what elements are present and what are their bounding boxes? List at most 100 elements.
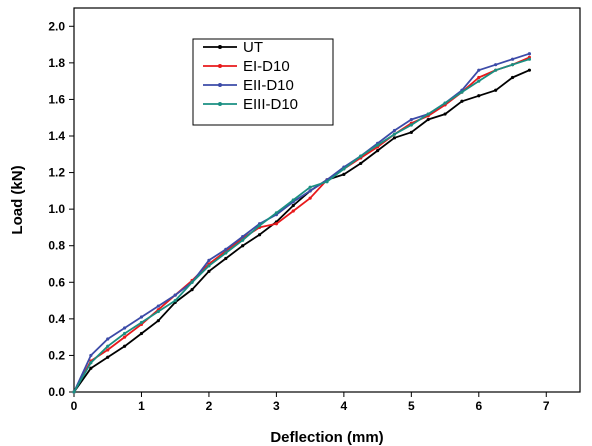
series-point	[308, 189, 312, 193]
series-point	[123, 335, 127, 339]
legend-marker	[218, 83, 222, 87]
legend-item: EII-D10	[203, 77, 294, 94]
x-tick-label: 6	[475, 399, 482, 413]
series-point	[106, 344, 110, 348]
series-point	[527, 57, 532, 61]
series-point	[106, 355, 110, 359]
series-point	[376, 149, 380, 153]
x-tick-label: 7	[543, 399, 550, 413]
series-point	[359, 161, 363, 166]
series-point	[139, 320, 144, 325]
series-point	[477, 94, 481, 98]
series-point	[510, 75, 515, 80]
series-point	[241, 238, 245, 242]
series-point	[376, 143, 380, 147]
series-point	[291, 203, 295, 208]
series-point	[156, 309, 160, 314]
y-tick-label: 1.6	[48, 92, 65, 106]
series-point	[123, 331, 127, 336]
y-tick-label: 1.2	[48, 166, 65, 180]
x-tick-label: 0	[71, 399, 78, 413]
series-point	[241, 234, 245, 239]
y-tick-label: 0.4	[48, 312, 65, 326]
series-point	[527, 68, 532, 72]
series-point	[392, 136, 397, 140]
series-point	[106, 348, 110, 352]
legend: UT EI-D10 EII-D10 EIII-D10	[192, 38, 334, 126]
series-point	[89, 361, 93, 365]
legend-marker	[218, 102, 222, 106]
series-line	[73, 69, 530, 393]
series-point	[392, 132, 397, 136]
legend-label: UT	[243, 39, 263, 56]
series-point	[106, 337, 110, 341]
series-point	[190, 288, 194, 292]
plot-frame	[73, 7, 581, 393]
series-point	[359, 154, 363, 158]
y-axis-ticks: 0.0 0.2 0.4 0.6 0.8 1.0 1.2 1.4 1.6 1.8 2.0	[48, 19, 74, 399]
series-point	[241, 244, 245, 248]
series-point	[510, 57, 515, 61]
series-point	[139, 331, 144, 336]
series-point	[308, 196, 312, 200]
series-point	[409, 130, 413, 134]
y-tick-label: 0.6	[48, 275, 65, 289]
series-point	[443, 101, 447, 105]
legend-label: EI-D10	[243, 58, 290, 75]
y-tick-label: 1.8	[48, 56, 65, 70]
legend-item: EIII-D10	[203, 96, 298, 113]
legend-items: UT EI-D10 EII-D10 EIII-D10	[203, 39, 298, 113]
series-point	[291, 209, 295, 213]
series-point	[409, 117, 413, 122]
x-axis-ticks: 0 1 2 3 4 5 6 7	[71, 392, 550, 413]
series-point	[190, 280, 194, 284]
series-point	[257, 224, 262, 228]
y-tick-label: 1.0	[48, 202, 65, 216]
series-point	[460, 90, 464, 94]
series-point	[510, 63, 515, 67]
series-layer	[72, 52, 532, 394]
legend-label: EII-D10	[243, 77, 294, 94]
series-point	[460, 99, 464, 103]
y-tick-label: 0.8	[48, 239, 65, 253]
x-tick-label: 3	[273, 399, 280, 413]
x-tick-label: 2	[206, 399, 213, 413]
x-tick-label: 5	[408, 399, 415, 413]
series-point	[426, 117, 430, 122]
y-tick-label: 0.0	[48, 385, 65, 399]
legend-label: EIII-D10	[243, 96, 298, 113]
series-point	[477, 68, 481, 72]
series-point	[477, 75, 481, 80]
series-point	[89, 366, 93, 370]
legend-item: EI-D10	[203, 58, 290, 75]
series-point	[257, 233, 262, 237]
series-point	[527, 52, 532, 56]
series-point	[173, 298, 177, 303]
series-point	[173, 293, 177, 297]
series-point	[224, 251, 228, 255]
series-point	[224, 256, 228, 261]
series-point	[342, 172, 346, 176]
series-4	[72, 57, 532, 394]
series-point	[426, 112, 430, 116]
series-line	[73, 58, 530, 393]
legend-box	[192, 38, 334, 126]
series-point	[123, 326, 127, 330]
series-point	[139, 315, 144, 319]
x-tick-label: 4	[341, 399, 348, 413]
series-point	[207, 258, 211, 262]
series-point	[477, 79, 481, 83]
series-point	[207, 264, 211, 268]
series-point	[409, 123, 413, 127]
series-point	[156, 319, 160, 323]
series-point	[392, 128, 397, 133]
series-point	[274, 211, 278, 215]
series-point	[156, 304, 160, 308]
series-point	[72, 390, 76, 394]
legend-marker	[218, 45, 222, 49]
y-tick-label: 0.2	[48, 348, 65, 362]
series-point	[274, 222, 278, 226]
series-point	[207, 269, 211, 273]
series-point	[494, 68, 498, 72]
y-tick-label: 2.0	[48, 19, 65, 33]
